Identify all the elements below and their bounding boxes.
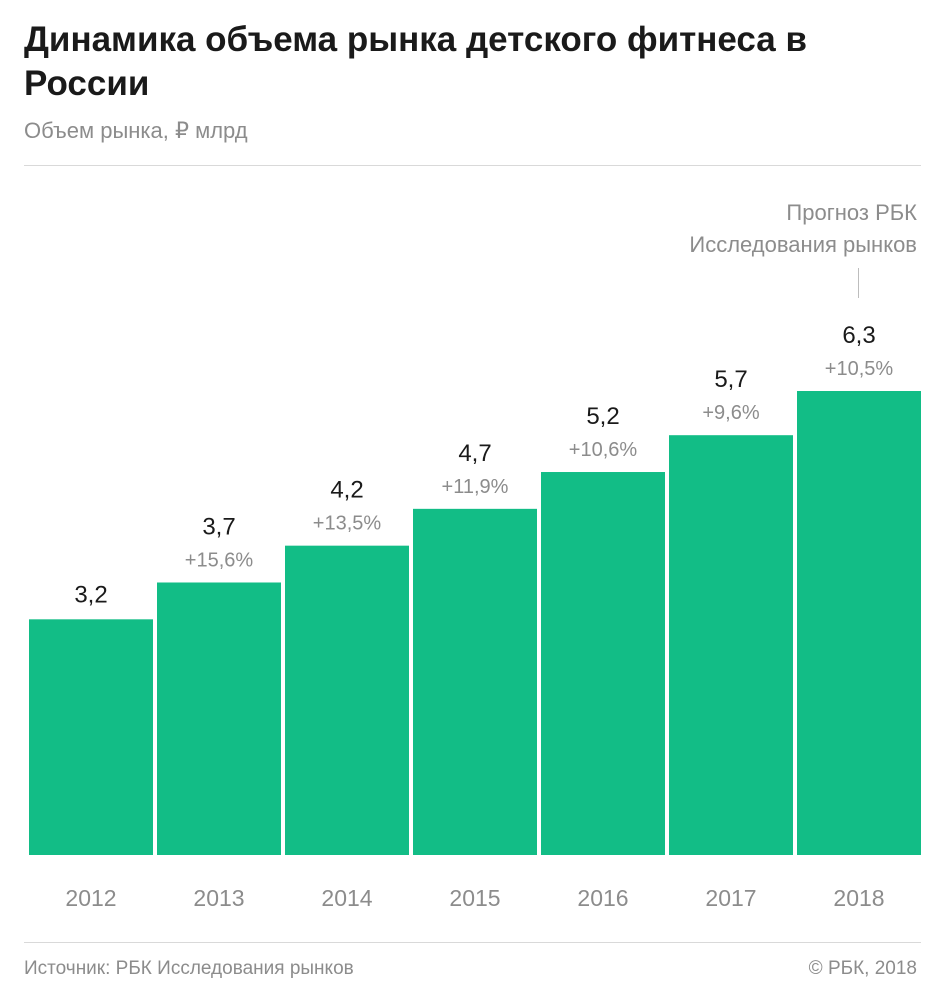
x-tick-2018: 2018 — [833, 885, 884, 911]
bottom-divider — [24, 942, 921, 943]
x-tick-2014: 2014 — [321, 885, 372, 911]
top-divider — [24, 165, 921, 166]
bar-2013 — [157, 582, 281, 855]
growth-label-2017: +9,6% — [702, 402, 759, 424]
forecast-annotation: Прогноз РБК Исследования рынков — [689, 197, 917, 261]
value-label-2017: 5,7 — [714, 366, 747, 393]
value-label-2015: 4,7 — [458, 440, 491, 467]
copyright-note: © РБК, 2018 — [808, 958, 917, 979]
bar-2015 — [413, 508, 537, 855]
x-tick-2013: 2013 — [193, 885, 244, 911]
value-label-2012: 3,2 — [74, 581, 107, 608]
growth-label-2016: +10,6% — [569, 439, 638, 461]
bar-2016 — [541, 472, 665, 855]
x-tick-2015: 2015 — [449, 885, 500, 911]
bar-2017 — [669, 435, 793, 855]
growth-label-2018: +10,5% — [825, 358, 894, 380]
chart-subtitle: Объем рынка, ₽ млрд — [24, 118, 248, 143]
value-label-2014: 4,2 — [330, 477, 363, 504]
growth-label-2014: +13,5% — [313, 513, 382, 535]
source-note: Источник: РБК Исследования рынков — [24, 958, 354, 979]
bar-2014 — [285, 545, 409, 855]
x-tick-2017: 2017 — [705, 885, 756, 911]
chart-title: Динамика объема рынка детского фитнеса в… — [24, 20, 808, 103]
forecast-annotation-line2: Исследования рынков — [689, 232, 917, 257]
bar-2012 — [29, 619, 153, 855]
forecast-annotation-line1: Прогноз РБК — [786, 200, 917, 225]
bar-2018 — [797, 391, 921, 855]
growth-label-2015: +11,9% — [442, 476, 509, 498]
value-label-2013: 3,7 — [202, 513, 235, 540]
growth-label-2013: +15,6% — [185, 549, 254, 571]
x-tick-2016: 2016 — [577, 885, 628, 911]
forecast-leader-line — [858, 268, 859, 298]
value-label-2018: 6,3 — [842, 322, 875, 349]
x-tick-2012: 2012 — [65, 885, 116, 911]
value-label-2016: 5,2 — [586, 403, 619, 430]
